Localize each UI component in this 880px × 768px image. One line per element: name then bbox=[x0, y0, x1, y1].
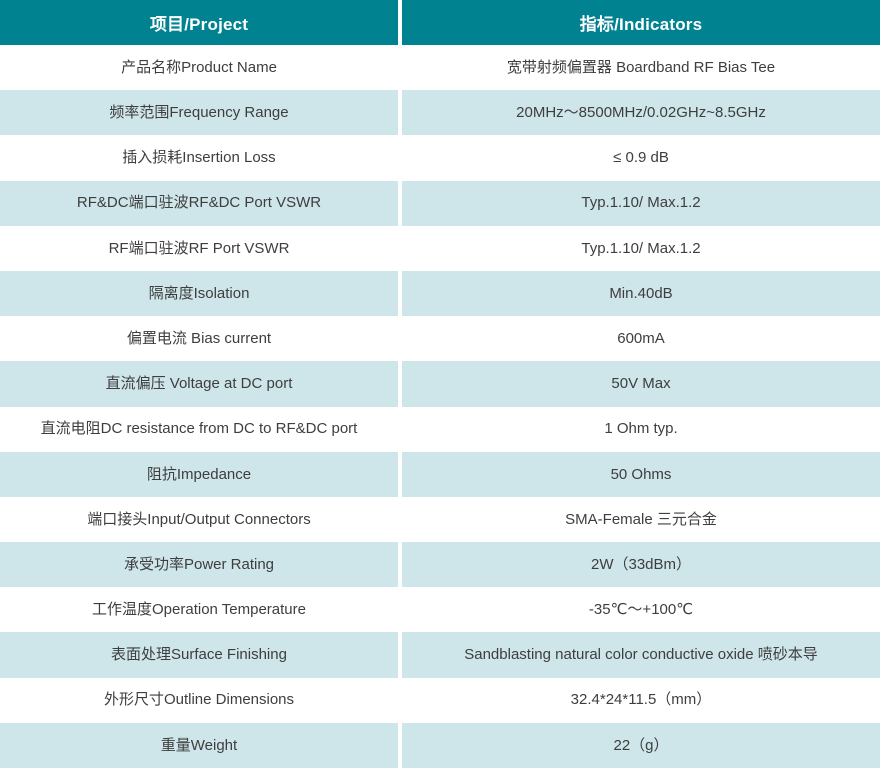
table-row: 外形尺寸Outline Dimensions 32.4*24*11.5（mm） bbox=[0, 677, 880, 723]
project-cell: 插入损耗Insertion Loss bbox=[122, 149, 276, 167]
indicator-cell: -35℃～+100℃ bbox=[398, 587, 880, 633]
project-cell: 阻抗Impedance bbox=[146, 465, 252, 483]
indicator-cell: ≤ 0.9 dB bbox=[398, 135, 880, 181]
table-row: 产品名称Product Name 宽带射频偏置器 Boardband RF Bi… bbox=[0, 45, 880, 91]
table-row: 表面处理Surface Finishing Sandblasting natur… bbox=[0, 632, 880, 678]
indicator-cell: Min.40dB bbox=[398, 270, 880, 317]
project-cell: 表面处理Surface Finishing bbox=[111, 646, 287, 664]
indicator-cell: 50V Max bbox=[398, 361, 880, 407]
table-row: 频率范围Frequency Range 20MHz～8500MHz/0.02GH… bbox=[0, 90, 880, 136]
table-row: 工作温度Operation Temperature -35℃～+100℃ bbox=[0, 587, 880, 633]
table-row: 插入损耗Insertion Loss ≤ 0.9 dB bbox=[0, 135, 880, 181]
indicator-cell: Typ.1.10/ Max.1.2 bbox=[398, 225, 880, 271]
indicator-cell: 2W（33dBm） bbox=[398, 542, 880, 588]
table-row: 承受功率Power Rating 2W（33dBm） bbox=[0, 542, 880, 588]
project-cell: 外形尺寸Outline Dimensions bbox=[103, 691, 295, 709]
table-row: 端口接头Input/Output Connectors SMA-Female 三… bbox=[0, 496, 880, 543]
project-cell: 产品名称Product Name bbox=[121, 58, 277, 76]
indicator-cell: 22（g） bbox=[398, 722, 880, 768]
table-row: 重量Weight 22（g） bbox=[0, 722, 880, 768]
header-project: 项目/Project bbox=[149, 15, 249, 34]
table-row: RF端口驻波RF Port VSWR Typ.1.10/ Max.1.2 bbox=[0, 225, 880, 271]
project-cell: 承受功率Power Rating bbox=[123, 555, 275, 573]
indicator-cell: 宽带射频偏置器 Boardband RF Bias Tee bbox=[398, 45, 880, 91]
project-cell: 重量Weight bbox=[160, 736, 238, 754]
indicator-cell: Typ.1.10/ Max.1.2 bbox=[398, 180, 880, 226]
indicator-cell: 1 Ohm typ. bbox=[398, 406, 880, 452]
header-indicators: 指标/Indicators bbox=[398, 0, 880, 45]
project-cell: 频率范围Frequency Range bbox=[109, 104, 289, 122]
indicator-cell: 32.4*24*11.5（mm） bbox=[398, 677, 880, 723]
table-header-row: 项目/Project 指标/Indicators bbox=[0, 0, 880, 45]
project-cell: 直流偏压 Voltage at DC port bbox=[105, 375, 293, 393]
project-cell: 直流电阻DC resistance from DC to RF&DC port bbox=[40, 420, 358, 438]
indicator-cell: SMA-Female 三元合金 bbox=[398, 496, 880, 543]
project-cell: RF端口驻波RF Port VSWR bbox=[108, 239, 290, 257]
table-row: 偏置电流 Bias current 600mA bbox=[0, 316, 880, 362]
indicator-cell: Sandblasting natural color conductive ox… bbox=[398, 632, 880, 678]
indicator-cell: 600mA bbox=[398, 316, 880, 362]
indicator-cell: 50 Ohms bbox=[398, 451, 880, 497]
project-cell: 工作温度Operation Temperature bbox=[92, 601, 306, 619]
table-row: 直流电阻DC resistance from DC to RF&DC port … bbox=[0, 406, 880, 452]
project-cell: RF&DC端口驻波RF&DC Port VSWR bbox=[76, 194, 322, 212]
table-row: 直流偏压 Voltage at DC port 50V Max bbox=[0, 361, 880, 407]
project-cell: 隔离度Isolation bbox=[148, 284, 250, 302]
project-cell: 偏置电流 Bias current bbox=[126, 329, 272, 347]
table-row: 隔离度Isolation Min.40dB bbox=[0, 270, 880, 317]
table-row: RF&DC端口驻波RF&DC Port VSWR Typ.1.10/ Max.1… bbox=[0, 180, 880, 226]
indicator-cell: 20MHz～8500MHz/0.02GHz~8.5GHz bbox=[398, 90, 880, 136]
table-body: 产品名称Product Name 宽带射频偏置器 Boardband RF Bi… bbox=[0, 45, 880, 768]
project-cell: 端口接头Input/Output Connectors bbox=[87, 510, 311, 528]
table-row: 阻抗Impedance 50 Ohms bbox=[0, 451, 880, 497]
